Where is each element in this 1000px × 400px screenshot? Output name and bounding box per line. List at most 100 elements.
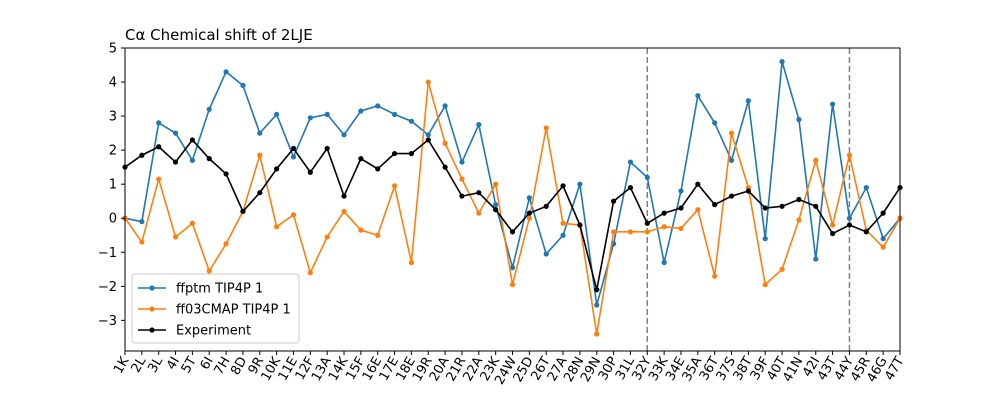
y-axis: −3 −2 −1 0 1 2 3 4 5 — [98, 42, 125, 329]
series-0-point — [172, 130, 179, 136]
series-1-point — [610, 229, 617, 235]
series-0-point — [189, 157, 195, 163]
legend-marker-2 — [149, 327, 155, 333]
series-0-point — [223, 69, 229, 75]
series-2-point — [762, 205, 768, 211]
series-0-point — [324, 111, 330, 117]
series-1-point — [341, 208, 347, 215]
series-1-point — [813, 157, 819, 163]
x-tick-label: 2L — [129, 354, 150, 376]
series-0-point — [274, 111, 280, 117]
series-1-point — [324, 234, 330, 240]
series-0-point — [712, 120, 718, 126]
legend-marker-1 — [149, 306, 155, 312]
series-2-point — [391, 150, 398, 157]
series-1-point — [728, 130, 735, 136]
series-0-point — [408, 118, 415, 124]
series-0-point — [459, 159, 465, 165]
y-tick-label: −1 — [98, 246, 117, 261]
series-0-point — [156, 120, 162, 126]
y-tick-label: 0 — [109, 212, 117, 227]
series-0-point — [391, 111, 398, 117]
series-1-point — [189, 220, 195, 226]
series-1-point — [560, 220, 566, 226]
series-0-point — [307, 115, 313, 121]
series-0-point — [375, 103, 381, 109]
series-0-point — [863, 184, 869, 191]
series-2-point — [307, 169, 313, 175]
series-2-point — [240, 208, 246, 215]
series-0-point — [695, 93, 701, 99]
series-2-point — [779, 203, 785, 209]
series-1-point — [476, 210, 482, 216]
legend-label-2: Experiment — [176, 324, 251, 339]
series-0-point — [257, 130, 263, 136]
series-0-point — [560, 232, 566, 238]
series-2-point — [257, 190, 263, 196]
series-1-point — [139, 239, 145, 245]
y-tick-label: −2 — [98, 280, 117, 295]
legend-marker-0 — [149, 285, 155, 291]
series-1-point — [678, 225, 684, 232]
series-0-point — [476, 122, 482, 128]
series-0-point — [358, 108, 364, 114]
series-1-point — [762, 282, 768, 288]
series-1-point — [408, 259, 415, 266]
series-1-point — [206, 268, 212, 274]
series-2-point — [661, 210, 667, 216]
series-0-point — [627, 159, 634, 165]
series-0-point — [543, 251, 549, 257]
series-0-point — [661, 259, 667, 266]
series-0-point — [830, 101, 836, 107]
series-2-point — [695, 181, 701, 187]
series-1-point — [830, 222, 836, 228]
series-1-point — [459, 176, 465, 182]
series-2-point — [425, 137, 431, 143]
series-2-point — [594, 287, 600, 293]
legend-label-1: ff03CMAP TIP4P 1 — [176, 303, 291, 318]
series-0-point — [796, 116, 802, 123]
x-tick-label: 9R — [246, 355, 268, 377]
series-layer — [122, 59, 903, 337]
series-1-point — [846, 152, 853, 158]
series-1-point — [425, 79, 431, 85]
legend-box — [131, 273, 300, 344]
series-0-point — [577, 181, 583, 187]
series-2-point — [813, 203, 819, 209]
series-2-point — [172, 159, 179, 165]
series-2-point — [509, 229, 516, 235]
series-0-point — [880, 236, 886, 242]
legend-label-0: ffptm TIP4P 1 — [176, 282, 263, 297]
legend: ffptm TIP4P 1 ff03CMAP TIP4P 1 Experiment — [131, 273, 300, 344]
series-1-point — [172, 234, 179, 240]
x-axis: 1K2L3L4I5T6I7H8D9R10K11E12F13A14K15F16E1… — [111, 351, 907, 387]
series-0-point — [678, 188, 684, 194]
series-2-point — [846, 222, 853, 228]
series-2-point — [442, 164, 448, 170]
series-2-point — [375, 166, 381, 172]
x-tick-label: 3L — [145, 354, 166, 376]
series-0-point — [290, 154, 297, 160]
series-1-point — [274, 224, 280, 230]
series-1-point — [493, 181, 499, 187]
series-2-point — [830, 230, 836, 237]
series-2-point — [678, 205, 684, 211]
series-2-point — [560, 183, 566, 189]
series-2-point — [476, 190, 482, 196]
series-2-point — [189, 137, 195, 143]
series-2-point — [644, 220, 650, 226]
series-0-point — [728, 157, 735, 163]
series-2-point — [459, 193, 465, 199]
y-tick-label: 5 — [109, 42, 117, 57]
series-2-point — [543, 203, 549, 209]
series-2-point — [358, 156, 364, 162]
series-1-point — [257, 152, 263, 158]
series-2-point — [156, 144, 162, 150]
series-2-point — [627, 184, 634, 191]
reference-lines — [646, 48, 851, 351]
series-1-point — [290, 212, 297, 218]
chart-title: Cα Chemical shift of 2LJE — [125, 26, 313, 44]
series-0-point — [425, 132, 431, 138]
series-1-point — [526, 215, 532, 221]
